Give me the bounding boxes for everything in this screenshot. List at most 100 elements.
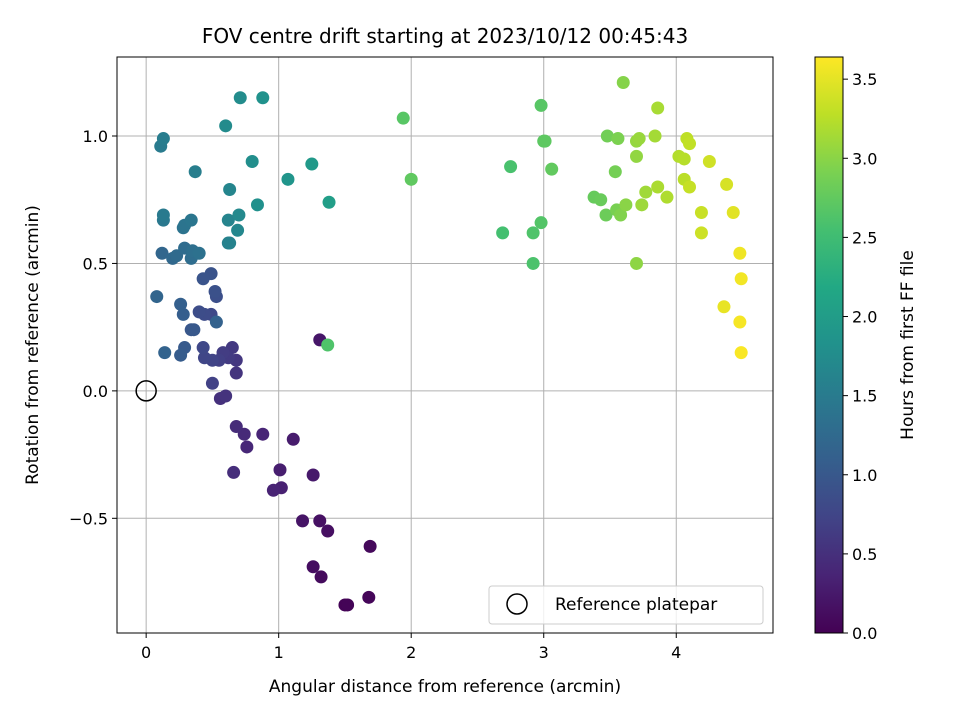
data-point xyxy=(362,590,376,604)
data-point xyxy=(322,195,336,209)
colorbar-tick-label: 1.0 xyxy=(852,466,877,485)
data-point xyxy=(608,165,622,179)
data-point xyxy=(363,539,377,553)
data-points xyxy=(150,75,748,612)
colorbar-tick-label: 0.5 xyxy=(852,545,877,564)
y-axis-label: Rotation from reference (arcmin) xyxy=(23,205,43,485)
y-tick-label: −0.5 xyxy=(69,509,108,528)
data-point xyxy=(155,246,169,260)
data-point xyxy=(717,300,731,314)
data-point xyxy=(694,226,708,240)
data-point xyxy=(616,75,630,89)
data-point xyxy=(227,465,241,479)
data-point xyxy=(219,119,233,133)
data-point xyxy=(158,346,172,360)
data-point xyxy=(176,307,190,321)
data-point xyxy=(250,198,264,212)
data-point xyxy=(404,172,418,186)
y-axis-ticks: −0.5 0.0 0.5 1.0 xyxy=(69,127,117,528)
legend-marker-icon xyxy=(506,593,528,615)
data-point xyxy=(223,183,237,197)
colorbar-tick-label: 1.5 xyxy=(852,387,877,406)
data-point xyxy=(496,226,510,240)
data-point xyxy=(184,213,198,227)
data-point xyxy=(726,205,740,219)
colorbar-label: Hours from first FF file xyxy=(898,250,918,440)
data-point xyxy=(594,193,608,207)
data-point xyxy=(156,208,170,222)
data-point xyxy=(174,297,188,311)
y-tick-label: 0.5 xyxy=(83,254,108,273)
data-point xyxy=(734,346,748,360)
x-tick-label: 4 xyxy=(671,643,681,662)
data-point xyxy=(192,246,206,260)
data-point xyxy=(341,598,355,612)
data-point xyxy=(733,246,747,260)
colorbar-tick-label: 2.5 xyxy=(852,228,877,247)
data-point xyxy=(660,190,674,204)
data-point xyxy=(702,154,716,168)
data-point xyxy=(281,172,295,186)
data-point xyxy=(734,272,748,286)
data-point xyxy=(619,198,633,212)
colorbar-tick-label: 3.5 xyxy=(852,70,877,89)
data-point xyxy=(720,177,734,191)
data-point xyxy=(614,208,628,222)
data-point xyxy=(504,160,518,174)
data-point xyxy=(208,284,222,298)
data-point xyxy=(150,290,164,304)
data-point xyxy=(321,338,335,352)
data-point xyxy=(694,205,708,219)
data-point xyxy=(305,157,319,171)
data-point xyxy=(677,152,691,166)
data-point xyxy=(651,101,665,115)
data-point xyxy=(286,432,300,446)
data-point xyxy=(256,91,270,105)
data-point xyxy=(545,162,559,176)
data-point xyxy=(174,348,188,362)
colorbar-tick-label: 2.0 xyxy=(852,308,877,327)
x-axis-label: Angular distance from reference (arcmin) xyxy=(269,677,621,697)
data-point xyxy=(635,198,649,212)
plot-frame xyxy=(116,56,774,634)
grid-lines xyxy=(117,57,773,633)
data-point xyxy=(683,137,697,151)
data-point xyxy=(188,165,202,179)
data-point xyxy=(266,483,280,497)
data-point xyxy=(611,132,625,146)
legend-box xyxy=(488,585,764,625)
data-point xyxy=(205,376,219,390)
colorbar: 0.0 0.5 1.0 1.5 2.0 2.5 3.0 3.5 Hours from firs… xyxy=(814,56,918,643)
data-point xyxy=(534,98,548,112)
data-point xyxy=(229,420,243,434)
data-point xyxy=(639,185,653,199)
colorbar-tick-label: 3.0 xyxy=(852,149,877,168)
colorbar-ticks: 0.0 0.5 1.0 1.5 2.0 2.5 3.0 3.5 xyxy=(843,70,877,643)
legend-label-reference-platepar: Reference platepar xyxy=(555,595,717,615)
data-point xyxy=(229,366,243,380)
data-point xyxy=(209,315,223,329)
data-point xyxy=(321,524,335,538)
data-point xyxy=(599,208,613,222)
data-point xyxy=(240,440,254,454)
data-point xyxy=(273,463,287,477)
data-point xyxy=(219,389,233,403)
x-tick-label: 0 xyxy=(141,643,151,662)
data-point xyxy=(526,226,540,240)
data-point xyxy=(534,216,548,230)
reference-platepar-marker xyxy=(135,380,157,402)
data-point xyxy=(651,180,665,194)
data-point xyxy=(231,223,245,237)
legend: Reference platepar xyxy=(488,585,764,625)
x-tick-label: 2 xyxy=(406,643,416,662)
chart-title: FOV centre drift starting at 2023/10/12 … xyxy=(202,24,688,48)
colorbar-gradient xyxy=(814,56,844,634)
data-point xyxy=(600,129,614,143)
data-point xyxy=(629,149,643,163)
data-point xyxy=(221,213,235,227)
data-point xyxy=(526,256,540,270)
data-point xyxy=(156,132,170,146)
data-point xyxy=(683,180,697,194)
data-point xyxy=(187,323,201,337)
x-axis-ticks: 0 1 2 3 4 xyxy=(141,633,681,662)
